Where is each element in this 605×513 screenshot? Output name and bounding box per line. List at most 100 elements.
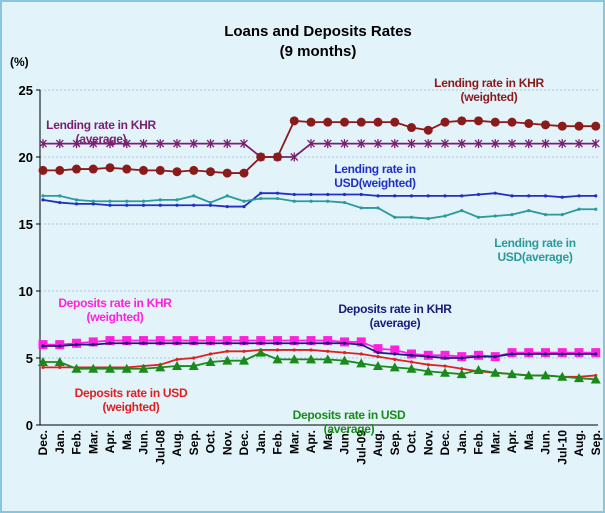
y-tick-label: 5 [26, 351, 33, 366]
marker [41, 198, 45, 202]
marker [476, 192, 481, 197]
marker [225, 194, 229, 198]
x-tick-label: Jul-09 [354, 430, 368, 465]
marker [594, 207, 598, 211]
marker [38, 357, 48, 367]
marker [141, 341, 146, 345]
marker [560, 195, 564, 199]
chart-subtitle: (9 months) [280, 43, 357, 60]
marker [273, 336, 282, 346]
marker [41, 365, 45, 369]
y-tick-label: 25 [19, 83, 33, 98]
marker [510, 194, 514, 198]
marker [158, 203, 162, 207]
marker [172, 361, 182, 371]
marker [443, 356, 447, 360]
marker [376, 194, 380, 198]
marker [440, 117, 450, 127]
marker [426, 355, 430, 359]
marker [306, 117, 316, 127]
marker [493, 355, 497, 359]
marker [242, 341, 246, 345]
y-axis-label: (%) [10, 55, 29, 69]
marker [409, 353, 414, 357]
marker [38, 165, 48, 175]
marker [326, 192, 330, 197]
marker [306, 354, 316, 364]
marker [356, 337, 366, 347]
marker [527, 352, 531, 356]
x-tick-label: Jan. [455, 430, 469, 454]
marker [510, 352, 514, 356]
marker [543, 194, 548, 198]
marker [74, 343, 79, 347]
marker [259, 196, 263, 201]
marker [594, 194, 598, 198]
series-line [43, 351, 596, 381]
marker [390, 139, 399, 149]
marker [323, 336, 333, 346]
marker [323, 139, 332, 149]
marker [240, 139, 248, 149]
marker [460, 194, 464, 198]
marker [356, 358, 367, 368]
marker [342, 341, 347, 345]
marker [594, 352, 598, 356]
marker [342, 192, 347, 197]
marker [222, 355, 233, 365]
x-tick-label: Dec. [438, 430, 452, 455]
series-label: Lending rate in USD(weighted) [334, 162, 416, 190]
marker [409, 215, 414, 219]
marker [443, 194, 447, 198]
marker [340, 139, 349, 149]
series [41, 194, 598, 221]
marker [189, 336, 199, 346]
series-label: Lending rate in KHR (weighted) [434, 76, 544, 104]
marker [510, 213, 514, 217]
x-tick-label: Dec. [36, 430, 50, 455]
marker [91, 202, 95, 206]
marker [441, 139, 449, 149]
marker [306, 336, 316, 346]
x-tick-label: Mar. [287, 430, 301, 454]
marker [440, 350, 450, 360]
marker [557, 371, 568, 381]
x-tick-label: Sep. [388, 430, 402, 455]
x-tick-label: Oct. [405, 430, 419, 453]
marker [507, 369, 517, 379]
marker [543, 352, 548, 356]
marker [175, 341, 179, 345]
marker [222, 336, 232, 346]
marker [223, 139, 232, 149]
x-tick-label: Sep. [187, 430, 201, 455]
marker [423, 125, 433, 135]
marker [105, 336, 115, 346]
marker [175, 203, 179, 207]
marker [88, 337, 98, 347]
series [41, 191, 598, 209]
marker [307, 139, 315, 149]
y-tick-label: 15 [19, 217, 33, 232]
y-tick-label: 0 [26, 418, 33, 433]
marker [275, 191, 280, 195]
marker [206, 336, 215, 346]
marker [222, 168, 232, 178]
marker [192, 356, 196, 360]
marker [208, 200, 213, 205]
marker [426, 363, 430, 367]
chart-title: Loans and Deposits Rates [224, 23, 412, 40]
marker [443, 214, 447, 218]
marker [376, 206, 380, 210]
marker [192, 341, 196, 345]
marker [155, 336, 165, 346]
marker [326, 341, 330, 345]
marker [443, 364, 447, 368]
x-tick-label: Feb. [70, 430, 84, 455]
x-tick-label: Apr. [304, 430, 318, 453]
series-label: Deposits rate in USD (average) [292, 408, 406, 436]
marker [409, 360, 414, 364]
marker [72, 164, 81, 174]
marker [359, 206, 363, 210]
